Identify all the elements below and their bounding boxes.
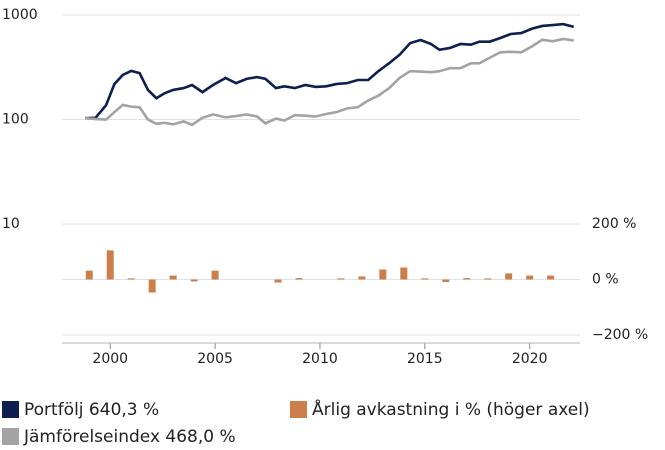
bar xyxy=(463,278,471,280)
y-tick-label: 100 xyxy=(2,112,29,128)
bar xyxy=(85,270,93,280)
bar xyxy=(484,278,492,280)
y2-tick-label: 200 % xyxy=(592,216,636,232)
y2-tick-label: −200 % xyxy=(592,327,648,343)
line xyxy=(85,22,575,120)
bar xyxy=(211,270,219,280)
y-tick-label: 10 xyxy=(2,216,20,232)
bar xyxy=(379,269,387,280)
bar xyxy=(547,275,555,280)
legend-label: Årlig avkastning i % (höger axel) xyxy=(312,398,590,420)
bar xyxy=(505,273,513,280)
bar xyxy=(337,278,345,280)
x-tick-label: 2015 xyxy=(407,351,443,367)
x-tick-label: 2020 xyxy=(512,351,548,367)
bar xyxy=(442,279,450,282)
legend-label: Jämförelseindex 468,0 % xyxy=(23,427,236,447)
bar xyxy=(148,279,156,293)
x-tick-label: 2000 xyxy=(92,351,128,367)
line xyxy=(84,37,574,127)
bar xyxy=(190,279,198,282)
bar xyxy=(400,267,408,280)
bar xyxy=(526,275,534,280)
y-tick-label: 1000 xyxy=(2,7,38,23)
x-tick-label: 2005 xyxy=(197,351,233,367)
legend-swatch xyxy=(290,401,307,418)
bar xyxy=(127,278,135,280)
bar xyxy=(358,276,366,280)
bar xyxy=(295,278,303,280)
bar xyxy=(106,250,114,280)
bar xyxy=(421,278,429,280)
legend-label: Portfölj 640,3 % xyxy=(24,400,159,420)
y2-tick-label: 0 % xyxy=(592,271,619,287)
bar xyxy=(274,279,282,283)
bar xyxy=(169,275,177,280)
legend-swatch xyxy=(2,428,19,445)
x-tick-label: 2010 xyxy=(302,351,338,367)
legend-swatch xyxy=(2,401,19,418)
